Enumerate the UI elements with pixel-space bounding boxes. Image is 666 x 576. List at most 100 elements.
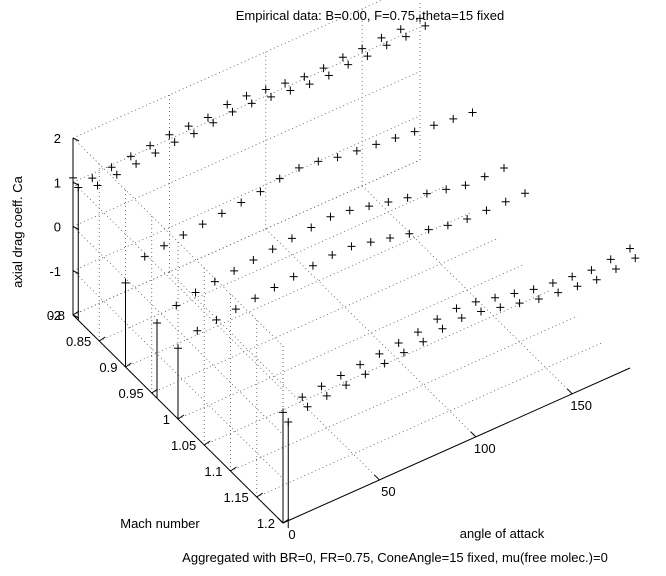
data-point xyxy=(496,303,505,312)
data-point xyxy=(529,285,538,294)
data-point xyxy=(452,304,461,313)
data-point xyxy=(477,307,486,316)
z-axis-label: axial drag coeff. Ca xyxy=(10,175,25,288)
data-point xyxy=(344,60,353,69)
data-point xyxy=(363,52,372,61)
y-tick-label: 1.15 xyxy=(223,490,248,505)
x-tick-label: 150 xyxy=(570,398,592,413)
data-point xyxy=(121,278,130,287)
data-point xyxy=(279,408,287,417)
data-point xyxy=(366,238,375,247)
x-tick xyxy=(277,517,284,524)
data-point xyxy=(471,297,480,306)
x-tick xyxy=(470,431,477,438)
x-tick xyxy=(566,388,573,395)
data-point xyxy=(146,141,155,150)
data-point xyxy=(286,86,295,95)
data-point xyxy=(342,381,351,390)
data-point xyxy=(319,64,328,73)
data-point xyxy=(249,256,258,265)
data-point xyxy=(573,282,582,291)
grid-line-floor-mach xyxy=(151,237,499,394)
data-point xyxy=(193,326,202,335)
grid-line-backwall-z xyxy=(72,159,421,316)
data-point xyxy=(391,134,400,143)
data-point xyxy=(592,275,601,284)
data-point xyxy=(322,391,331,400)
y-tick-label: 1.2 xyxy=(257,516,275,531)
data-point xyxy=(261,85,270,94)
data-point xyxy=(500,163,508,172)
data-point xyxy=(568,272,577,281)
data-point xyxy=(247,99,256,108)
data-point xyxy=(223,100,232,109)
data-point xyxy=(298,393,307,402)
data-point xyxy=(184,122,193,131)
data-point xyxy=(548,278,557,287)
data-point xyxy=(399,348,408,357)
data-point xyxy=(377,33,386,42)
grid-line-floor-mach xyxy=(204,289,552,446)
data-point xyxy=(424,225,433,234)
data-point xyxy=(449,114,458,123)
x-axis-line xyxy=(282,367,631,524)
data-point xyxy=(324,71,333,80)
y-tick xyxy=(256,492,264,498)
y-tick xyxy=(98,336,106,342)
data-point xyxy=(307,223,316,232)
data-point xyxy=(237,198,246,207)
data-point xyxy=(480,172,489,181)
data-point xyxy=(132,159,141,168)
data-point xyxy=(365,202,374,211)
z-tick-label: -1 xyxy=(49,264,61,279)
data-point xyxy=(358,44,367,53)
grid-line-backwall-z xyxy=(72,115,421,272)
data-point xyxy=(345,206,354,215)
data-point xyxy=(289,272,298,281)
data-point xyxy=(172,301,181,310)
data-point xyxy=(421,21,430,30)
data-point xyxy=(405,229,414,238)
data-point xyxy=(112,170,121,179)
y-axis-label: Mach number xyxy=(120,516,200,531)
data-point xyxy=(443,221,452,230)
y-tick-label: 1.05 xyxy=(171,438,196,453)
grid-line-backwall-z xyxy=(72,26,421,183)
data-point xyxy=(308,261,317,270)
data-point xyxy=(189,129,198,138)
data-point xyxy=(268,245,277,254)
data-point xyxy=(347,242,356,251)
data-point xyxy=(267,92,276,101)
data-point xyxy=(275,174,284,183)
y-tick-label: 1.1 xyxy=(204,464,222,479)
data-point xyxy=(463,215,472,224)
x-tick xyxy=(374,474,380,481)
data-point xyxy=(165,130,174,139)
data-point xyxy=(396,25,405,34)
data-point xyxy=(356,360,365,369)
data-point xyxy=(153,318,161,327)
data-point xyxy=(429,121,438,130)
data-point xyxy=(326,212,335,221)
y-tick xyxy=(230,466,237,472)
data-point xyxy=(151,149,160,158)
data-point xyxy=(461,181,470,190)
data-point xyxy=(468,108,477,117)
y-tick-label: 0.9 xyxy=(99,360,117,375)
data-point xyxy=(231,305,240,314)
data-point xyxy=(375,349,384,358)
data-point xyxy=(403,193,412,202)
data-point xyxy=(281,79,290,88)
data-point xyxy=(284,418,293,426)
data-point xyxy=(160,241,169,250)
data-point xyxy=(501,197,510,206)
label-layer: Empirical data: B=0.00, F=0.75, theta=15… xyxy=(10,8,608,565)
data-point xyxy=(413,328,422,337)
data-point xyxy=(422,189,431,198)
data-point xyxy=(333,153,342,162)
data-point xyxy=(606,255,615,264)
stem-layer xyxy=(72,177,289,529)
data-point xyxy=(419,337,428,346)
